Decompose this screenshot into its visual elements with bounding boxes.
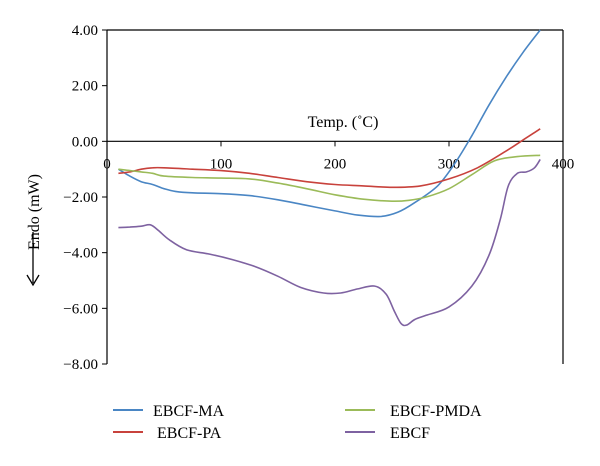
y-tick-label: 4.00 (72, 23, 98, 39)
series-line-ebcf-pa (118, 128, 541, 189)
y-axis-title: Endo (mW) (26, 174, 43, 250)
x-tick-label: 300 (438, 156, 461, 172)
y-tick-label: 2.00 (72, 79, 98, 95)
series-line-ebcf (118, 158, 541, 327)
series-line-ebcf-ma (117, 29, 541, 218)
legend-label-ebcf: EBCF (390, 425, 430, 442)
x-axis-title: Temp. (˚C) (308, 114, 379, 131)
y-tick-label: −2.00 (63, 190, 98, 206)
legend-label-ebcf-pmda: EBCF-PMDA (390, 403, 482, 420)
legend-label-ebcf-pa: EBCF-PA (157, 425, 222, 442)
x-tick-label: 200 (324, 156, 347, 172)
x-tick-label: 400 (552, 156, 575, 172)
endo-arrow-head (26, 274, 40, 287)
series-line-ebcf-pmda (118, 154, 541, 203)
y-tick-label: −6.00 (63, 301, 98, 317)
x-tick-label: 100 (210, 156, 233, 172)
y-tick-label: −4.00 (63, 246, 98, 262)
y-tick-label: −8.00 (63, 357, 98, 373)
x-tick-label: 0 (103, 156, 111, 172)
y-tick-label: 0.00 (72, 134, 98, 150)
legend-label-ebcf-ma: EBCF-MA (153, 403, 225, 420)
